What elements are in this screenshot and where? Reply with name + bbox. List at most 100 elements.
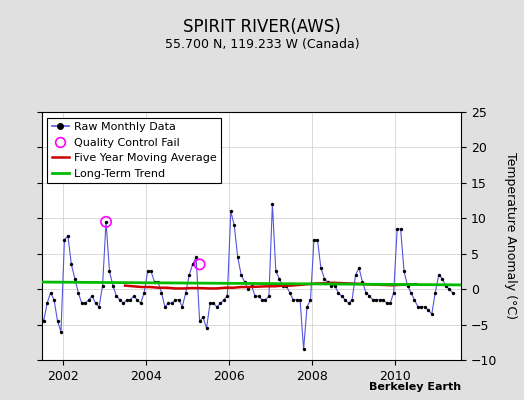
Point (226, 208, 235, 214)
Point (32, 296, 41, 303)
Point (352, 272, 360, 278)
Point (268, 201, 277, 207)
Point (81, 300, 90, 306)
Point (251, 293, 259, 300)
Point (258, 296, 266, 303)
Point (379, 296, 387, 303)
Point (60, 236, 69, 243)
Point (303, 304, 311, 310)
Point (254, 293, 263, 300)
Point (95, 304, 103, 310)
Point (449, 290, 457, 296)
Point (327, 282, 335, 289)
Point (140, 290, 148, 296)
Point (362, 290, 370, 296)
Point (389, 290, 398, 296)
Point (434, 272, 443, 278)
Point (223, 293, 232, 300)
Point (43, 300, 51, 306)
Point (234, 254, 242, 260)
Point (74, 290, 82, 296)
Point (393, 226, 401, 232)
Point (105, 268, 114, 275)
Point (150, 279, 159, 285)
Point (372, 296, 380, 303)
Point (230, 222, 238, 228)
Point (313, 236, 322, 243)
Point (320, 275, 329, 282)
Point (407, 290, 415, 296)
Point (292, 296, 301, 303)
Point (144, 268, 152, 275)
Point (157, 290, 166, 296)
Point (50, 296, 58, 303)
Point (397, 226, 405, 232)
Point (112, 293, 121, 300)
Point (22, 272, 30, 278)
Point (337, 293, 346, 300)
Point (161, 304, 169, 310)
Point (102, 219, 110, 225)
Point (39, 318, 48, 324)
Point (441, 282, 450, 289)
Point (265, 293, 273, 300)
Point (109, 282, 117, 289)
Point (206, 300, 214, 306)
Point (119, 300, 127, 306)
Point (324, 279, 332, 285)
Point (403, 282, 412, 289)
Point (171, 296, 180, 303)
Y-axis label: Temperature Anomaly (°C): Temperature Anomaly (°C) (504, 152, 517, 320)
Point (116, 296, 124, 303)
Point (192, 254, 200, 260)
Point (181, 290, 190, 296)
Point (275, 275, 283, 282)
Point (178, 304, 187, 310)
Point (286, 290, 294, 296)
Point (71, 275, 79, 282)
Point (417, 304, 425, 310)
Point (237, 272, 245, 278)
Point (365, 293, 374, 300)
Point (36, 311, 45, 317)
Point (445, 286, 453, 292)
Point (64, 233, 72, 239)
Point (358, 279, 367, 285)
Point (310, 236, 318, 243)
Point (195, 261, 204, 268)
Legend: Raw Monthly Data, Quality Control Fail, Five Year Moving Average, Long-Term Tren: Raw Monthly Data, Quality Control Fail, … (48, 118, 221, 183)
Point (123, 296, 131, 303)
Point (168, 300, 176, 306)
Point (400, 268, 408, 275)
Point (102, 219, 110, 225)
Point (438, 275, 446, 282)
Point (369, 296, 377, 303)
Point (307, 296, 315, 303)
Point (261, 296, 270, 303)
Point (355, 265, 363, 271)
Point (26, 275, 34, 282)
Point (410, 296, 419, 303)
Point (299, 346, 308, 352)
Point (344, 300, 353, 306)
Point (53, 318, 62, 324)
Point (431, 290, 440, 296)
Point (334, 290, 342, 296)
Point (126, 296, 135, 303)
Point (241, 279, 249, 285)
Point (147, 268, 155, 275)
Point (195, 318, 204, 324)
Point (414, 304, 422, 310)
Point (220, 296, 228, 303)
Point (154, 279, 162, 285)
Point (19, 275, 27, 282)
Point (216, 300, 225, 306)
Point (282, 282, 290, 289)
Point (244, 286, 252, 292)
Point (29, 290, 37, 296)
Point (185, 272, 193, 278)
Point (209, 300, 217, 306)
Point (316, 265, 325, 271)
Point (428, 311, 436, 317)
Point (133, 296, 141, 303)
